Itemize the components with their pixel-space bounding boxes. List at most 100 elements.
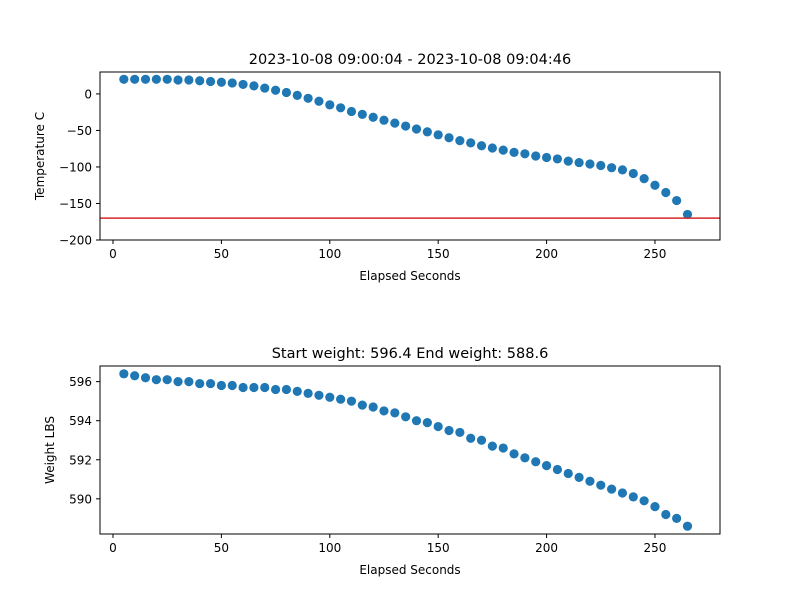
weight-point [270,384,281,395]
temperature-x-tick-label: 200 [535,247,558,261]
temperature-point [205,76,216,87]
weight-point [336,394,346,404]
weight-x-tick-label: 150 [427,541,450,555]
weight-point [379,406,389,416]
temperature-marks [119,74,693,220]
temperature-point [520,149,530,159]
temperature-point [401,121,411,131]
weight-marks [119,369,693,531]
temperature-point [444,133,454,143]
weight-point [476,435,487,445]
temperature-x-tick-label: 100 [318,247,341,261]
temperature-point [314,96,324,106]
weight-x-axis-label: Elapsed Seconds [359,563,460,577]
temperature-x-tick-label: 250 [644,247,667,261]
weight-y-tick-label: 590 [69,492,92,506]
weight-y-tick-label: 594 [69,414,92,428]
weight-point [184,377,194,387]
temperature-x-tick-label: 150 [427,247,450,261]
temperature-point [346,106,357,117]
weight-point [390,408,400,418]
temperature-point [390,118,400,128]
temperature-point [487,143,497,153]
temperature-y-ticks: 0 −50 −100 −150 −200 [59,87,100,248]
weight-point [325,392,335,402]
weight-point [628,492,638,502]
weight-point [238,382,248,393]
weight-point [650,502,660,512]
temperature-y-tick-label: −200 [59,234,92,248]
weight-panel: Start weight: 596.4 End weight: 588.6 0 5… [43,346,721,577]
temperature-point [216,77,226,87]
weight-point [249,382,259,393]
temperature-point [130,74,140,84]
temperature-point [552,154,563,164]
temperature-point [682,209,693,220]
temperature-point [574,157,584,168]
weight-x-tick-label: 50 [214,541,229,555]
weight-point [433,421,443,432]
temperature-point [379,115,389,125]
temperature-point [411,124,422,134]
weight-point [520,453,530,463]
temperature-point [596,160,606,171]
temperature-point [336,103,346,113]
temperature-point [672,195,682,206]
weight-point [563,468,573,479]
temperature-point [260,83,270,93]
weight-point [162,375,172,385]
weight-point [422,418,432,428]
temperature-point [433,130,443,140]
temperature-point [650,180,660,190]
temperature-point [368,112,378,122]
weight-point [466,433,476,443]
temperature-point [422,127,432,137]
temperature-point [628,168,638,179]
weight-y-tick-label: 592 [69,453,92,467]
temperature-point [357,109,367,119]
weight-point [455,427,465,438]
temperature-point [563,156,573,166]
temperature-point [541,152,552,163]
weight-point [639,496,649,506]
temperature-point [476,141,487,151]
temperature-point [162,74,172,84]
temperature-point [617,165,628,175]
temperature-point [639,174,649,184]
temperature-point [238,79,248,90]
temperature-point [303,93,313,103]
weight-point [303,388,313,398]
weight-point [401,412,411,422]
temperature-y-tick-label: −150 [59,197,92,211]
temperature-point [607,163,617,173]
weight-point [119,369,129,379]
temperature-point [151,74,161,84]
weight-point [444,425,454,436]
weight-point [292,386,302,396]
weight-x-tick-label: 0 [109,541,117,555]
weight-x-tick-label: 100 [318,541,341,555]
temperature-point [466,138,476,148]
temperature-y-tick-label: 0 [84,87,92,101]
temperature-x-axis-label: Elapsed Seconds [359,269,460,283]
temperature-point [585,159,595,169]
temperature-point [455,136,465,146]
temperature-point [140,74,151,84]
weight-point [346,396,357,406]
weight-point [357,400,367,410]
weight-point [140,373,151,383]
weight-point [227,380,237,391]
weight-point [661,509,671,520]
weight-chart-title: Start weight: 596.4 End weight: 588.6 [272,346,549,362]
weight-point [509,449,519,459]
weight-x-tick-label: 250 [644,541,667,555]
weight-point [411,416,422,426]
temperature-point [292,90,302,100]
weight-point [498,443,508,453]
temperature-point [173,75,183,85]
weight-point [617,488,628,498]
weight-point [368,402,378,412]
weight-point [281,384,292,395]
weight-point [672,513,682,523]
